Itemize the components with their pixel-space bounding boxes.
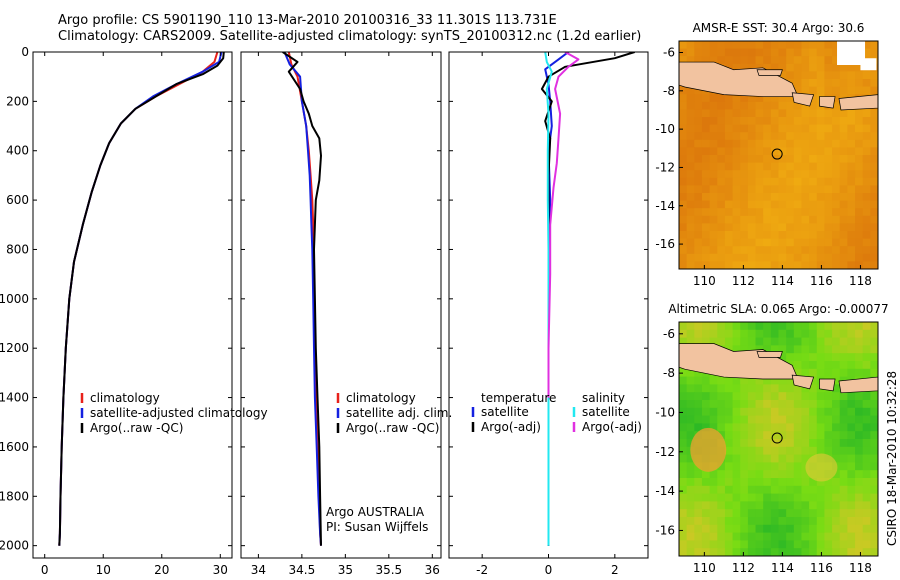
x-tick-label: 110 (693, 274, 716, 288)
header-line-2: Climatology: CARS2009. Satellite-adjuste… (58, 29, 642, 44)
y-tick-label: -10 (655, 122, 675, 136)
x-tick-label: 114 (771, 274, 794, 288)
x-tick-label: 35 (338, 563, 353, 577)
series-line-argo-raw-qc- (282, 52, 322, 546)
map-title: AMSR-E SST: 30.4 Argo: 30.6 (693, 21, 865, 35)
y-tick-label: 600 (6, 193, 29, 207)
legend-item-label: Argo(-adj) (481, 420, 541, 434)
x-tick-label: 35.5 (375, 563, 402, 577)
x-tick-label: 34 (251, 563, 266, 577)
x-tick-label: 110 (693, 561, 716, 575)
y-tick-label: 400 (6, 144, 29, 158)
legend-item-label: satellite adj. clim. (346, 406, 452, 420)
map-frame (678, 321, 879, 557)
sla-map: 110 112 114 116 118 -6 -8 -10 -12 -14 -16 Altimetri… (655, 302, 888, 575)
legend-item-label: satellite (481, 405, 529, 419)
timestamp-side-text: CSIRO 18-Mar-2010 10:32:28 (885, 371, 899, 546)
y-tick-label: -6 (663, 45, 675, 59)
legend-item-label: satellite (582, 405, 630, 419)
series-line-argo-raw-qc- (58, 52, 225, 546)
annotation-argo-australia: Argo AUSTRALIA (326, 505, 425, 519)
profile-panel-1: 0 10 20 30 0 200 400 600 800 1000 1200 1400 1600 1800… (0, 45, 268, 580)
annotation-pi: PI: Susan Wijffels (326, 520, 428, 534)
x-tick-label: 10 (96, 563, 111, 577)
land-madura (756, 69, 783, 76)
plot-frame (240, 51, 442, 559)
series-line-satellite-adjusted-climatology (58, 52, 223, 546)
y-tick-label: -16 (655, 237, 675, 251)
x-tick-label: 34.5 (289, 563, 316, 577)
y-tick-label: 1400 (0, 391, 29, 405)
land-sumbawa (838, 376, 878, 394)
header-line-1: Argo profile: CS 5901190_110 13-Mar-2010… (58, 13, 557, 28)
map-frame (678, 40, 879, 270)
y-tick-label: -16 (655, 523, 675, 537)
x-tick-label: 112 (732, 274, 755, 288)
land-lombok (819, 378, 836, 392)
y-tick-label: 2000 (0, 539, 29, 553)
missing-data-patch (837, 41, 866, 65)
y-tick-label: 1600 (0, 440, 29, 454)
y-tick-label: 1200 (0, 341, 29, 355)
sla-anomaly (690, 427, 727, 472)
profile-panel-3: -202difference from climatologytemperatu… (448, 51, 649, 580)
legend-item-label: Argo(-adj) (582, 420, 642, 434)
x-tick-label: 116 (810, 561, 833, 575)
x-tick-label: 20 (154, 563, 169, 577)
x-tick-label: 30 (213, 563, 228, 577)
profile-location-marker (771, 432, 783, 444)
x-tick-label: 2 (611, 563, 619, 577)
land-madura (756, 351, 783, 358)
y-tick-label: -12 (655, 445, 675, 459)
x-tick-label: -2 (476, 563, 488, 577)
plot-frame (32, 51, 233, 559)
y-tick-label: -8 (663, 84, 675, 98)
y-tick-label: -8 (663, 366, 675, 380)
x-tick-label: 116 (810, 274, 833, 288)
series-line-temperature-argo-adj- (540, 52, 635, 546)
series-line-salinity-argo-adj- (547, 52, 580, 398)
legend-item-label: climatology (346, 391, 416, 405)
profile-location-marker (771, 148, 783, 160)
x-tick-label: 114 (771, 561, 794, 575)
land-bali (791, 374, 815, 390)
y-tick-label: 0 (21, 45, 29, 59)
y-tick-label: -6 (663, 327, 675, 341)
legend-item-label: Argo(..raw -QC) (90, 421, 183, 435)
sla-anomaly (805, 453, 838, 482)
y-tick-label: 1000 (0, 292, 29, 306)
legend-title-salinity: salinity (582, 391, 625, 405)
x-tick-label: 36 (425, 563, 440, 577)
land-lombok (819, 96, 836, 109)
y-tick-label: -10 (655, 405, 675, 419)
series-line-climatology (287, 52, 322, 546)
x-tick-label: 118 (849, 561, 872, 575)
x-tick-label: 0 (41, 563, 49, 577)
map-title: Altimetric SLA: 0.065 Argo: -0.00077 (668, 302, 888, 316)
y-tick-label: 200 (6, 94, 29, 108)
x-tick-label: 118 (849, 274, 872, 288)
y-tick-label: 1800 (0, 489, 29, 503)
legend-item-label: satellite-adjusted climatology (90, 406, 268, 420)
y-tick-label: 800 (6, 242, 29, 256)
missing-data-patch (860, 58, 877, 71)
x-tick-label: 112 (732, 561, 755, 575)
legend-title-temperature: temperature (481, 391, 556, 405)
legend-item-label: climatology (90, 391, 160, 405)
y-tick-label: -14 (655, 484, 675, 498)
legend-item-label: Argo(..raw -QC) (346, 421, 439, 435)
x-tick-label: 0 (545, 563, 553, 577)
series-line-climatology (58, 52, 219, 546)
y-tick-label: -12 (655, 160, 675, 174)
land-bali (791, 92, 815, 107)
land-sumbawa (838, 94, 878, 111)
sst-map: 110 112 114 116 118 -6 -8 -10 -12 -14 -16 AMSR-E SS… (655, 21, 879, 288)
y-tick-label: -14 (655, 199, 675, 213)
profile-panel-2: 3434.53535.536salinityclimatologysatelli… (240, 51, 452, 580)
